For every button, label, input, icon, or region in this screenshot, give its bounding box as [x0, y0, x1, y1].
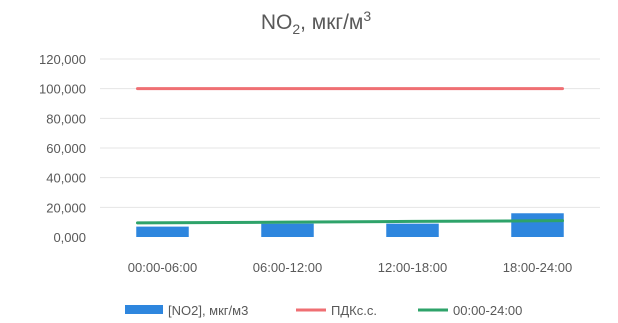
chart-title-subscript: 2 [292, 21, 300, 37]
legend-label: [NO2], мкг/м3 [168, 303, 248, 318]
y-tick-label: 20,000 [46, 200, 86, 215]
line-series [136, 87, 564, 225]
x-tick-label: 18:00-24:00 [503, 260, 572, 275]
bar-no2-4 [511, 213, 564, 237]
y-tick-label: 40,000 [46, 171, 86, 186]
legend-item-3: 00:00-24:00 [418, 303, 522, 318]
y-tick-label: 80,000 [46, 111, 86, 126]
legend-swatch [125, 305, 163, 314]
legend-item-1: [NO2], мкг/м3 [125, 303, 248, 318]
bar-series [136, 213, 564, 237]
x-axis-ticks: 00:00-06:00 06:00-12:00 12:00-18:00 18:00-2… [128, 260, 572, 275]
bar-no2-3 [386, 223, 439, 237]
y-tick-label: 60,000 [46, 141, 86, 156]
x-tick-label: 06:00-12:00 [253, 260, 322, 275]
y-tick-label: 100,000 [39, 82, 86, 97]
bar-no2-2 [261, 223, 314, 237]
y-axis-ticks: 0,000 20,000 40,000 60,000 80,000 100,000 120,… [39, 52, 86, 245]
legend-item-2: ПДКс.с. [296, 303, 377, 318]
y-tick-label: 0,000 [53, 230, 86, 245]
gridlines [100, 58, 600, 208]
chart-title-superscript: 3 [363, 8, 371, 24]
line-series-2 [136, 219, 564, 225]
legend-label: 00:00-24:00 [453, 303, 522, 318]
legend: [NO2], мкг/м3 ПДКс.с. 00:00-24:00 [125, 303, 522, 318]
y-tick-label: 120,000 [39, 52, 86, 67]
x-tick-label: 12:00-18:00 [378, 260, 447, 275]
chart-title-base: NO [261, 11, 293, 34]
x-tick-label: 00:00-06:00 [128, 260, 197, 275]
chart-title: NO2, мкг/м3 [261, 8, 372, 37]
bar-no2-1 [136, 226, 189, 237]
chart-title-rest: , мкг/м [300, 11, 363, 34]
legend-label: ПДКс.с. [331, 303, 377, 318]
